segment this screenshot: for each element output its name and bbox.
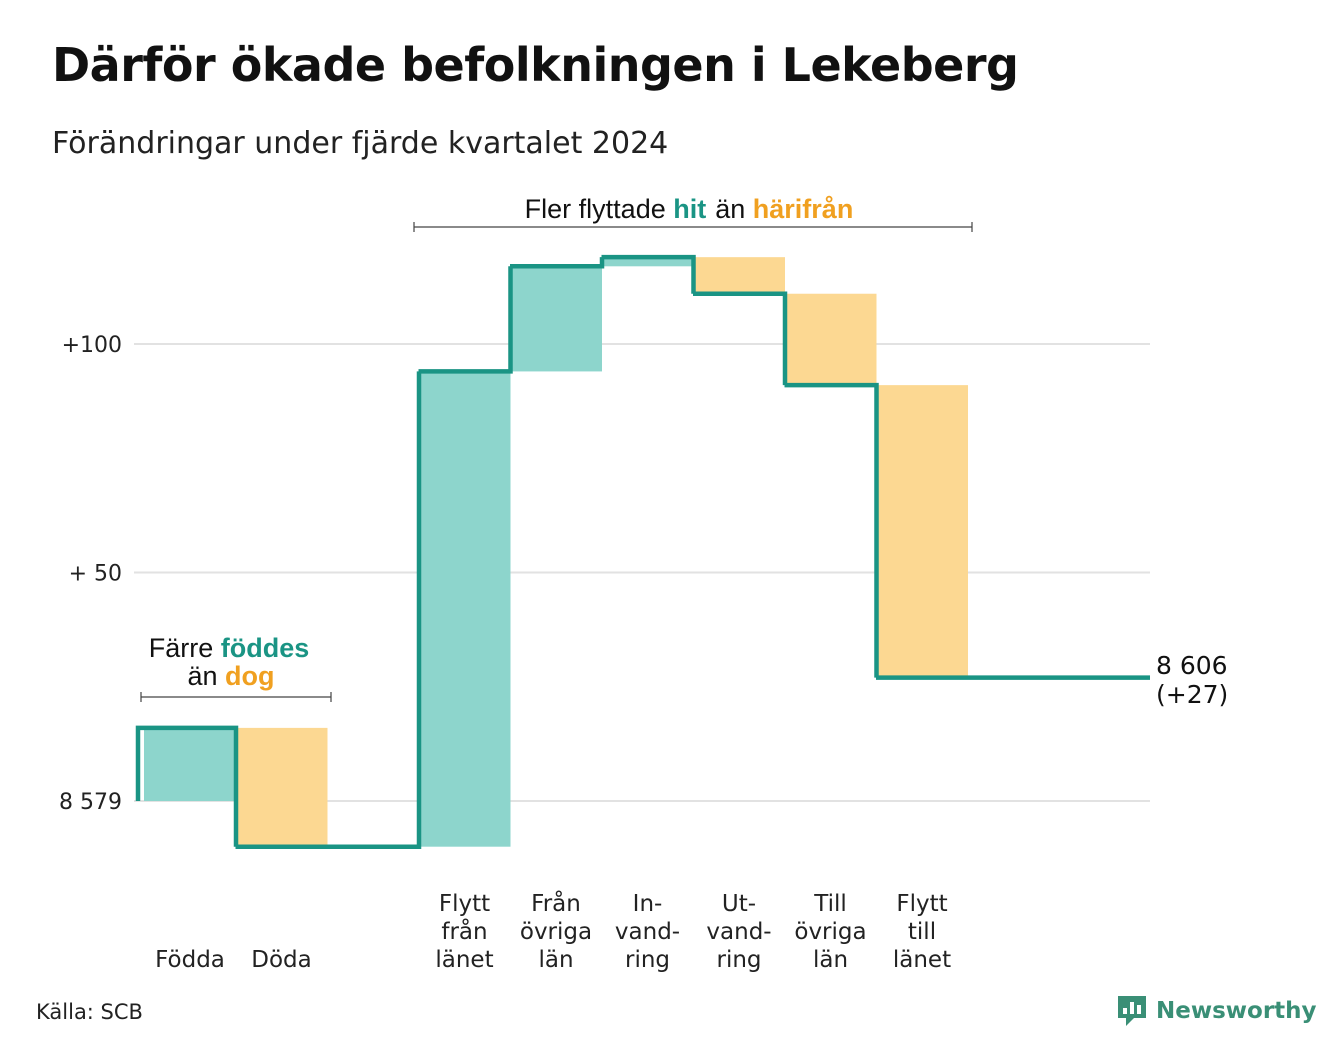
newsworthy-logo-text: Newsworthy: [1156, 998, 1317, 1024]
waterfall-bar: [601, 257, 694, 267]
migration-annotation-harifran: härifrån: [753, 194, 854, 224]
waterfall-bar: [876, 385, 968, 678]
step-line: [135, 254, 1150, 849]
x-axis-label: Födda: [155, 947, 225, 973]
x-axis-label: från: [441, 917, 487, 945]
migration-annotation-text: än: [715, 194, 753, 224]
x-axis-label: län: [813, 947, 848, 973]
births-annotation-text: Färre: [149, 633, 221, 663]
waterfall-bar: [510, 266, 602, 372]
births-annotation-line1: Färre föddes: [149, 633, 310, 663]
waterfall-bar: [418, 371, 511, 847]
x-axis-label: Döda: [251, 947, 311, 973]
x-axis-label: Från: [531, 889, 581, 917]
x-axis-label: övriga: [794, 919, 866, 945]
waterfall-bar: [693, 257, 785, 294]
waterfall-bar: [784, 293, 877, 386]
end-change-label: (+27): [1156, 680, 1228, 709]
births-annotation-line2: än dog: [187, 661, 274, 691]
x-axis-label: ring: [625, 947, 670, 973]
births-annotation-text: än: [187, 661, 225, 691]
waterfall-bar: [235, 727, 328, 847]
waterfall-step-line: [135, 254, 1150, 849]
newsworthy-logo: Newsworthy: [1116, 994, 1317, 1028]
x-axis-label: Flytt: [439, 891, 490, 917]
bars: [144, 257, 968, 847]
x-axis-labels: Födda DödaFlyttfrånlänetFrånövrigalänIn-v…: [155, 889, 951, 973]
x-axis-label: vand-: [615, 919, 680, 945]
page-title: Därför ökade befolkningen i Lekeberg: [52, 38, 1019, 92]
x-axis-label: län: [538, 947, 573, 973]
y-tick-label: 8 579: [59, 790, 122, 815]
end-label: 8 606 (+27): [1156, 651, 1228, 709]
births-annotation-highlight: föddes: [221, 633, 310, 663]
newsworthy-logo-icon: [1118, 996, 1146, 1026]
y-tick-label: +100: [62, 333, 122, 358]
x-axis-label: ring: [716, 947, 761, 973]
y-tick-label: + 50: [69, 562, 122, 587]
x-axis-label: övriga: [520, 919, 592, 945]
end-value-label: 8 606: [1156, 651, 1228, 680]
x-axis-label: Flytt: [896, 891, 947, 917]
deaths-annotation-highlight: dog: [225, 661, 274, 691]
migration-annotation: Fler flyttade hit än härifrån: [525, 194, 854, 224]
migration-annotation-text: Fler flyttade: [525, 194, 674, 224]
page-subtitle: Förändringar under fjärde kvartalet 2024: [52, 126, 669, 161]
x-axis-label: Till: [813, 891, 847, 917]
x-axis-label: till: [908, 919, 936, 945]
x-axis-label: Ut-: [722, 891, 756, 917]
x-axis-label: länet: [435, 947, 493, 973]
x-axis-label: In-: [633, 891, 663, 917]
x-axis-label: vand-: [706, 919, 771, 945]
x-axis-label: länet: [893, 947, 951, 973]
y-axis-tick-labels: +100 + 50 8 579: [59, 333, 122, 815]
migration-annotation-hit: hit: [673, 194, 706, 224]
annotations: Färre föddes än dog Fler flyttade hit än …: [140, 194, 973, 702]
waterfall-bar: [144, 727, 236, 801]
source-label: Källa: SCB: [36, 1000, 143, 1024]
